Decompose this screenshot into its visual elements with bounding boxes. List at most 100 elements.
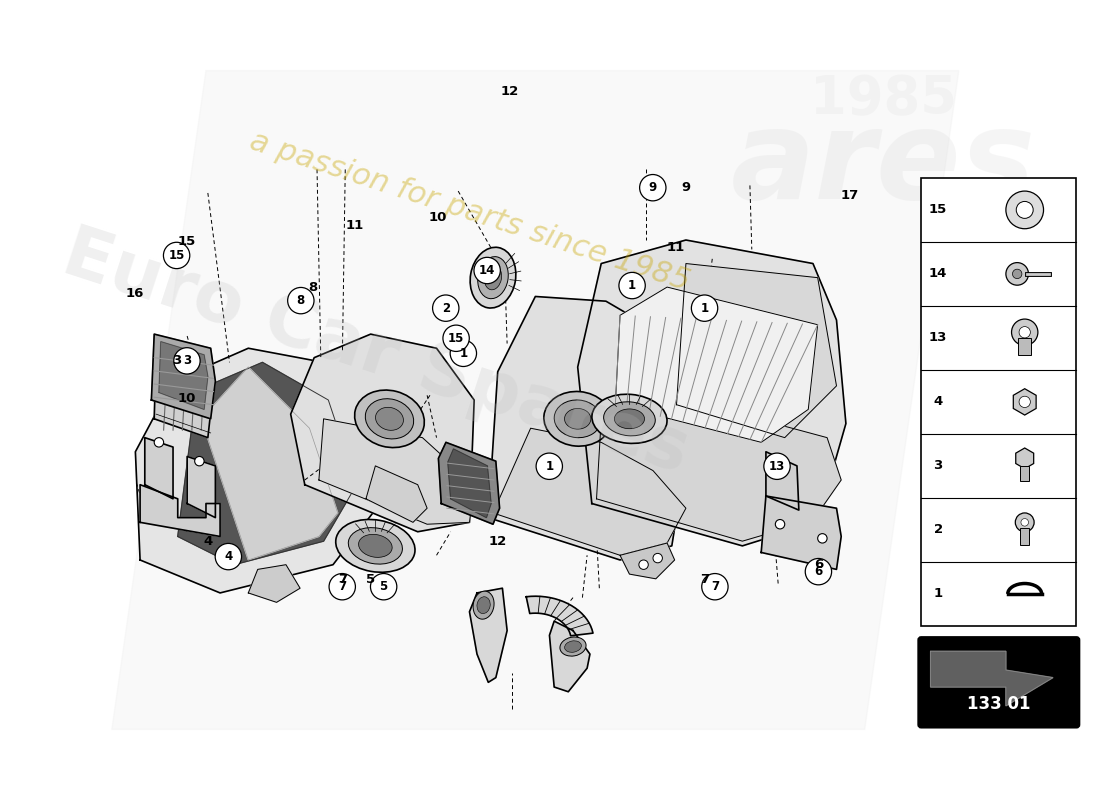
Text: 13: 13 xyxy=(769,460,785,473)
Circle shape xyxy=(1019,326,1031,338)
Circle shape xyxy=(288,287,313,314)
Polygon shape xyxy=(1013,389,1036,415)
Circle shape xyxy=(371,574,397,600)
Text: 1: 1 xyxy=(546,460,553,473)
Polygon shape xyxy=(615,287,817,442)
Circle shape xyxy=(639,560,648,570)
Text: 5: 5 xyxy=(379,580,388,594)
Circle shape xyxy=(1012,269,1022,278)
Text: 7: 7 xyxy=(711,580,719,594)
Ellipse shape xyxy=(349,528,403,564)
Circle shape xyxy=(474,258,500,284)
Polygon shape xyxy=(145,438,173,499)
Text: 5: 5 xyxy=(365,573,375,586)
Polygon shape xyxy=(112,70,959,730)
Text: 1: 1 xyxy=(701,302,708,314)
Text: 14: 14 xyxy=(478,264,495,277)
Ellipse shape xyxy=(375,407,404,430)
Text: 16: 16 xyxy=(126,286,144,299)
Circle shape xyxy=(1005,262,1028,285)
FancyBboxPatch shape xyxy=(918,637,1079,727)
Ellipse shape xyxy=(592,394,667,443)
Ellipse shape xyxy=(477,257,508,298)
Polygon shape xyxy=(596,405,842,541)
Text: 11: 11 xyxy=(667,242,684,254)
Text: 15: 15 xyxy=(168,249,185,262)
Text: 15: 15 xyxy=(448,332,464,345)
Polygon shape xyxy=(140,485,220,537)
Polygon shape xyxy=(526,596,593,636)
Circle shape xyxy=(1016,202,1033,218)
FancyBboxPatch shape xyxy=(1020,528,1030,545)
Polygon shape xyxy=(931,651,1053,706)
Text: 15: 15 xyxy=(930,203,947,217)
Polygon shape xyxy=(366,466,427,522)
Circle shape xyxy=(776,519,784,529)
Text: 3: 3 xyxy=(934,459,943,472)
Text: 9: 9 xyxy=(649,181,657,194)
Circle shape xyxy=(817,534,827,543)
Circle shape xyxy=(805,558,832,585)
Polygon shape xyxy=(201,367,338,560)
Text: 3: 3 xyxy=(172,354,182,367)
Polygon shape xyxy=(448,449,491,518)
Polygon shape xyxy=(290,334,474,532)
Circle shape xyxy=(1015,513,1034,532)
Ellipse shape xyxy=(554,400,602,438)
Text: 8: 8 xyxy=(309,281,318,294)
Ellipse shape xyxy=(615,409,645,429)
FancyBboxPatch shape xyxy=(1019,338,1032,355)
Text: 12: 12 xyxy=(500,85,519,98)
Circle shape xyxy=(443,325,470,351)
Ellipse shape xyxy=(564,409,591,429)
Text: 1: 1 xyxy=(934,587,943,600)
Circle shape xyxy=(1021,518,1028,526)
Text: 6: 6 xyxy=(814,558,823,570)
Text: 2: 2 xyxy=(442,302,450,314)
Polygon shape xyxy=(1015,448,1034,469)
Text: 8: 8 xyxy=(297,294,305,307)
Text: 7: 7 xyxy=(338,580,346,594)
Polygon shape xyxy=(135,348,381,593)
Polygon shape xyxy=(470,588,507,682)
Polygon shape xyxy=(761,496,842,570)
Polygon shape xyxy=(158,342,208,410)
Circle shape xyxy=(154,438,164,447)
Polygon shape xyxy=(676,263,836,438)
Text: 4: 4 xyxy=(934,395,943,408)
FancyBboxPatch shape xyxy=(921,178,1077,626)
Ellipse shape xyxy=(484,266,502,290)
Text: 10: 10 xyxy=(178,392,196,405)
Text: 3: 3 xyxy=(183,354,191,367)
Text: 17: 17 xyxy=(840,189,859,202)
Circle shape xyxy=(653,554,662,563)
Circle shape xyxy=(195,457,205,466)
Text: 9: 9 xyxy=(681,181,691,194)
Polygon shape xyxy=(249,565,300,602)
Ellipse shape xyxy=(359,534,393,558)
Circle shape xyxy=(1005,191,1044,229)
Polygon shape xyxy=(766,452,799,510)
Ellipse shape xyxy=(336,519,415,572)
Circle shape xyxy=(702,574,728,600)
Text: 6: 6 xyxy=(814,565,823,578)
Circle shape xyxy=(432,295,459,322)
Ellipse shape xyxy=(477,597,491,614)
Polygon shape xyxy=(319,419,474,524)
Text: ares: ares xyxy=(732,104,1036,226)
Polygon shape xyxy=(493,428,686,555)
Text: 7: 7 xyxy=(338,573,346,586)
Circle shape xyxy=(1019,396,1031,407)
Text: 2: 2 xyxy=(934,523,943,536)
Ellipse shape xyxy=(604,402,656,436)
Circle shape xyxy=(536,453,562,479)
Ellipse shape xyxy=(560,637,586,656)
Text: a passion for parts since 1985: a passion for parts since 1985 xyxy=(245,126,693,297)
Polygon shape xyxy=(154,353,212,438)
Text: 133 01: 133 01 xyxy=(967,695,1031,713)
Polygon shape xyxy=(187,457,216,518)
Circle shape xyxy=(639,174,665,201)
Circle shape xyxy=(450,340,476,366)
Text: 4: 4 xyxy=(224,550,232,563)
Polygon shape xyxy=(152,334,216,419)
